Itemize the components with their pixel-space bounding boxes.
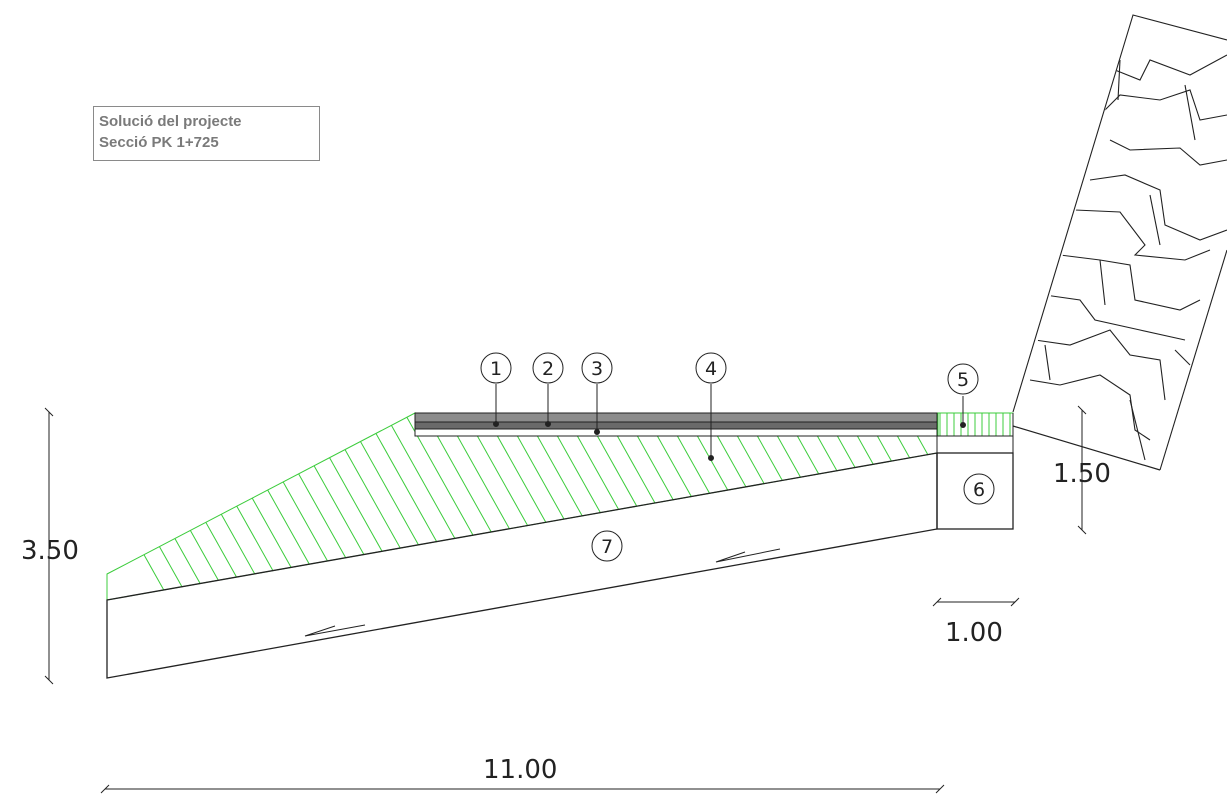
dimension-height-left: 3.50 xyxy=(21,536,79,566)
dimension-height-right: 1.50 xyxy=(1053,459,1111,489)
hatch-line xyxy=(107,413,196,600)
dimension-gutter-width: 1.00 xyxy=(945,618,1003,648)
callout-6: 6 xyxy=(963,473,995,505)
callout-5: 5 xyxy=(947,363,979,395)
hatch-line xyxy=(879,413,937,600)
rock-slope xyxy=(1012,14,1227,471)
dimension-lines xyxy=(44,405,1087,794)
title-line-1: Solució del projecte xyxy=(99,113,242,130)
hatch-line xyxy=(107,413,176,600)
ground-line xyxy=(1012,425,1161,471)
hatch-line xyxy=(899,413,937,600)
callout-label-6: 6 xyxy=(973,479,985,501)
flow-arrows xyxy=(304,548,781,637)
callout-7: 7 xyxy=(591,530,623,562)
callout-2: 2 xyxy=(532,352,564,384)
title-box: Solució del projecte Secció PK 1+725 xyxy=(93,106,320,161)
callout-3: 3 xyxy=(581,352,613,384)
callout-label-1: 1 xyxy=(490,358,502,380)
callout-label-2: 2 xyxy=(542,358,554,380)
callout-leaders xyxy=(493,384,966,461)
dimension-total-width: 11.00 xyxy=(483,755,557,785)
title-line-2: Secció PK 1+725 xyxy=(99,134,219,151)
callout-4: 4 xyxy=(695,352,727,384)
callout-label-3: 3 xyxy=(591,358,603,380)
callout-label-4: 4 xyxy=(705,358,717,380)
embankment-body xyxy=(106,452,938,679)
callout-label-7: 7 xyxy=(601,536,613,558)
callout-markers: 1 2 3 4 5 6 7 xyxy=(480,352,995,562)
callout-label-5: 5 xyxy=(957,369,969,391)
callout-1: 1 xyxy=(480,352,512,384)
kerb-strip xyxy=(937,412,1014,437)
